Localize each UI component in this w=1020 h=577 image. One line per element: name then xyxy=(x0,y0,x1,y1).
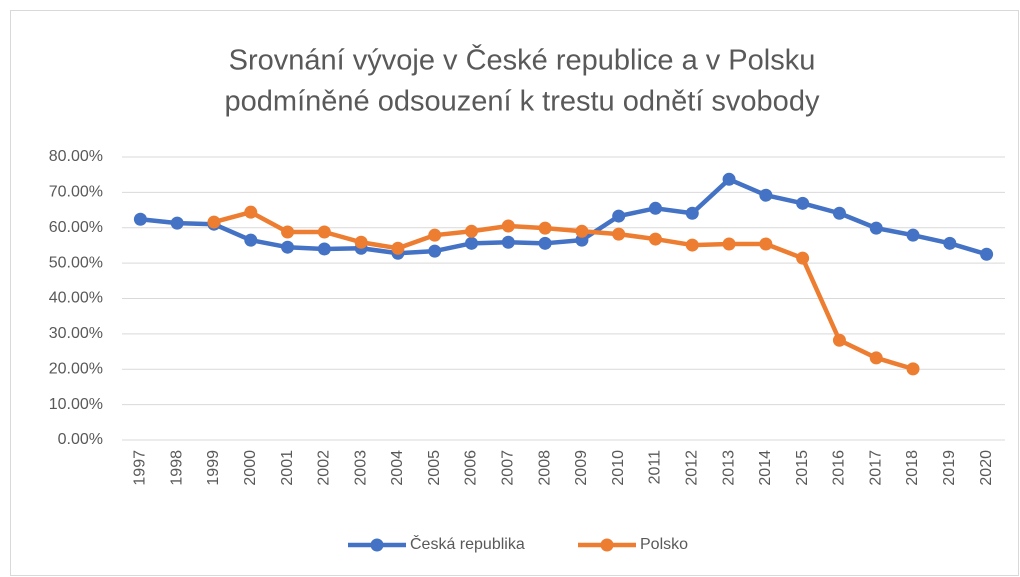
data-point xyxy=(207,215,221,229)
x-tick-label: 1998 xyxy=(168,450,185,486)
data-point xyxy=(648,201,662,215)
x-tick-label: 2010 xyxy=(610,450,627,486)
y-tick-label: 50.00% xyxy=(49,254,103,271)
data-point xyxy=(648,232,662,246)
data-point xyxy=(980,247,994,261)
data-point xyxy=(869,221,883,235)
x-tick-label: 2007 xyxy=(500,450,517,486)
x-tick-label: 1999 xyxy=(205,450,222,486)
legend-label: Česká republika xyxy=(410,534,525,553)
x-tick-label: 2012 xyxy=(683,450,700,486)
data-point xyxy=(906,362,920,376)
data-point xyxy=(317,242,331,256)
y-tick-label: 60.00% xyxy=(49,219,103,236)
data-point xyxy=(685,206,699,220)
legend-marker xyxy=(370,538,384,552)
y-tick-label: 80.00% xyxy=(49,148,103,165)
x-tick-label: 1997 xyxy=(132,450,149,486)
data-point xyxy=(796,196,810,210)
data-point xyxy=(465,236,479,250)
x-tick-label: 2015 xyxy=(794,450,811,486)
x-tick-label: 2013 xyxy=(720,450,737,486)
y-tick-label: 30.00% xyxy=(49,325,103,342)
data-point xyxy=(612,209,626,223)
data-point xyxy=(501,219,515,233)
legend-marker xyxy=(600,538,614,552)
data-point xyxy=(759,237,773,251)
x-tick-label: 2001 xyxy=(279,450,296,486)
data-point xyxy=(428,244,442,258)
data-point xyxy=(244,233,258,247)
data-point xyxy=(244,205,258,219)
data-point xyxy=(906,228,920,242)
x-tick-label: 2016 xyxy=(831,450,848,486)
legend-label: Polsko xyxy=(640,536,688,553)
data-point xyxy=(465,224,479,238)
data-point xyxy=(391,241,405,255)
chart-title: podmíněné odsouzení k trestu odnětí svob… xyxy=(225,86,820,118)
y-tick-label: 70.00% xyxy=(49,184,103,201)
data-point xyxy=(317,225,331,239)
data-point xyxy=(281,240,295,254)
data-point xyxy=(832,206,846,220)
data-point xyxy=(759,188,773,202)
data-point xyxy=(575,224,589,238)
data-point xyxy=(722,237,736,251)
x-tick-label: 2008 xyxy=(536,450,553,486)
x-tick-label: 2014 xyxy=(757,450,774,486)
data-point xyxy=(170,216,184,230)
x-tick-label: 2005 xyxy=(426,450,443,486)
x-tick-label: 2000 xyxy=(242,450,259,486)
data-point xyxy=(428,228,442,242)
data-point xyxy=(685,238,699,252)
data-point xyxy=(943,236,957,250)
data-point xyxy=(354,235,368,249)
data-point xyxy=(538,236,552,250)
y-tick-label: 20.00% xyxy=(49,360,103,377)
x-tick-label: 2009 xyxy=(573,450,590,486)
data-point xyxy=(538,221,552,235)
data-point xyxy=(869,351,883,365)
x-tick-label: 2017 xyxy=(867,450,884,486)
data-point xyxy=(133,212,147,226)
x-tick-label: 2020 xyxy=(978,450,995,486)
data-point xyxy=(501,235,515,249)
data-point xyxy=(832,333,846,347)
data-point xyxy=(612,227,626,241)
x-tick-label: 2019 xyxy=(941,450,958,486)
y-tick-label: 10.00% xyxy=(49,396,103,413)
y-tick-label: 40.00% xyxy=(49,290,103,307)
x-tick-label: 2002 xyxy=(316,450,333,486)
y-tick-label: 0.00% xyxy=(58,431,103,448)
x-tick-label: 2011 xyxy=(647,450,664,485)
chart-title: Srovnání vývoje v České republice a v Po… xyxy=(229,43,816,77)
data-point xyxy=(722,172,736,186)
x-tick-label: 2003 xyxy=(352,450,369,486)
data-point xyxy=(796,251,810,265)
x-tick-label: 2004 xyxy=(389,450,406,486)
chart-border xyxy=(10,10,1019,576)
x-tick-label: 2018 xyxy=(904,450,921,486)
x-tick-label: 2006 xyxy=(463,450,480,486)
data-point xyxy=(281,225,295,239)
